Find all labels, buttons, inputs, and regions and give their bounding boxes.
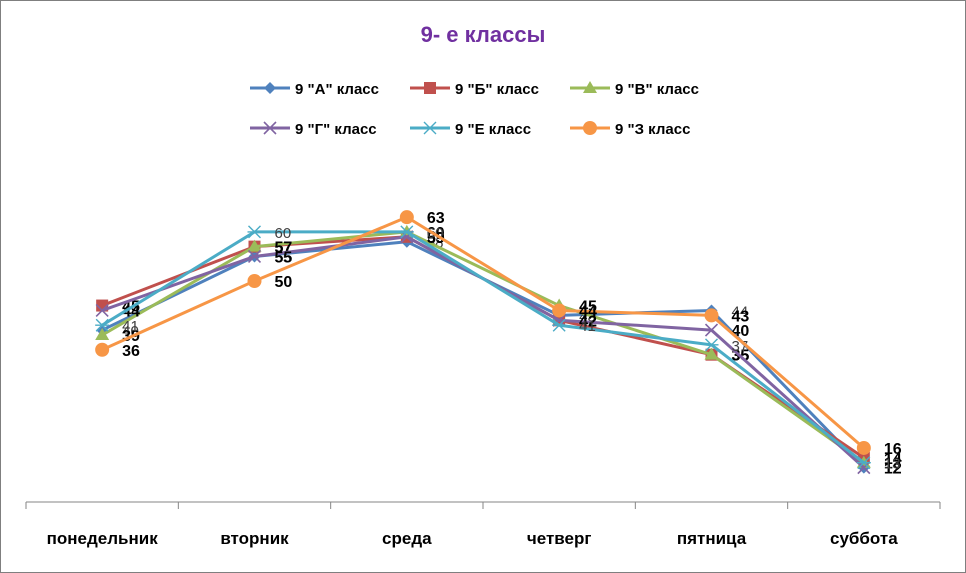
data-point (856, 456, 871, 470)
data-point (95, 318, 110, 332)
data-point (247, 249, 262, 264)
data-point (552, 318, 567, 332)
data-label: 63 (427, 210, 445, 227)
data-label: 43 (732, 308, 750, 325)
data-label: 12 (884, 461, 901, 478)
data-label: 44 (732, 303, 749, 320)
data-point (856, 440, 871, 455)
data-point (399, 225, 414, 239)
series-line (101, 230, 865, 464)
data-label: 42 (579, 313, 597, 330)
data-point (247, 239, 262, 252)
data-label: 36 (122, 343, 140, 360)
series-line (101, 240, 865, 469)
data-label: 60 (275, 225, 292, 242)
legend-label: 9 "Б" класс (455, 81, 539, 98)
data-label: 12 (884, 461, 902, 478)
legend-label: 9 "В" класс (615, 81, 699, 98)
data-point (704, 347, 719, 360)
data-point (552, 303, 567, 318)
data-label: 13 (884, 456, 901, 473)
data-point (247, 225, 262, 239)
legend-marker (264, 82, 276, 94)
data-point (704, 323, 719, 337)
legend-label: 9 "А" класс (295, 81, 379, 98)
x-tick-label: понедельник (47, 529, 159, 548)
data-label: 16 (884, 441, 902, 458)
series-line (101, 230, 865, 464)
data-label: 55 (275, 249, 293, 266)
x-tick-label: суббота (830, 529, 898, 548)
series-line (101, 215, 865, 450)
data-point (399, 210, 414, 225)
legend-marker (583, 81, 597, 93)
legend-marker (583, 121, 597, 135)
data-label: 50 (275, 274, 293, 291)
x-tick-label: вторник (220, 529, 289, 548)
legend-label: 9 "Г" класс (295, 121, 377, 138)
data-label: 41 (579, 318, 596, 335)
data-label: 59 (427, 230, 445, 247)
legend-marker (424, 82, 436, 94)
data-point (857, 461, 871, 475)
data-point (704, 308, 719, 323)
data-label: 44 (122, 303, 140, 320)
data-label: 13 (884, 456, 902, 473)
legend-label: 9 "З класс (615, 121, 690, 138)
legend-marker (263, 121, 277, 135)
data-point (95, 342, 110, 357)
chart-title: 9- е классы (420, 22, 546, 47)
data-label: 14 (884, 451, 902, 468)
data-point (247, 274, 262, 288)
data-label: 44 (579, 303, 597, 320)
data-point (95, 328, 110, 341)
x-tick-label: пятница (677, 529, 747, 548)
legend-label: 9 "Е класс (455, 121, 531, 138)
data-label: 41 (122, 318, 139, 335)
data-point (704, 338, 719, 352)
x-tick-label: четверг (527, 529, 592, 548)
legend-marker (423, 121, 437, 135)
x-tick-label: среда (382, 529, 432, 548)
data-point (95, 303, 109, 318)
series-line (101, 235, 865, 469)
